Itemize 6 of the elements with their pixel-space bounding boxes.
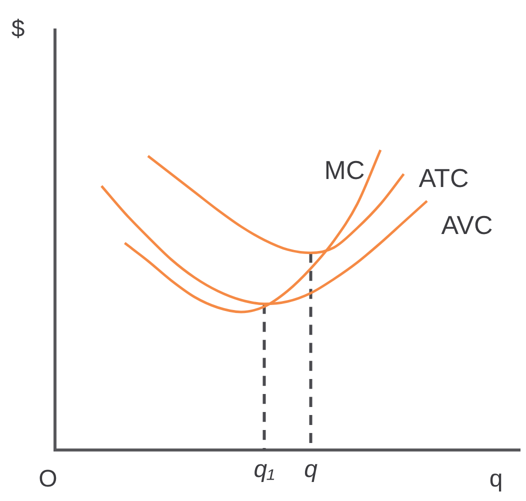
y-axis-title: $ xyxy=(11,16,25,43)
series-label: MC xyxy=(324,155,365,186)
x-tick-label: q₁ xyxy=(254,456,275,484)
series-label: ATC xyxy=(418,163,469,194)
text: O xyxy=(38,466,58,493)
series-label: AVC xyxy=(441,210,493,240)
